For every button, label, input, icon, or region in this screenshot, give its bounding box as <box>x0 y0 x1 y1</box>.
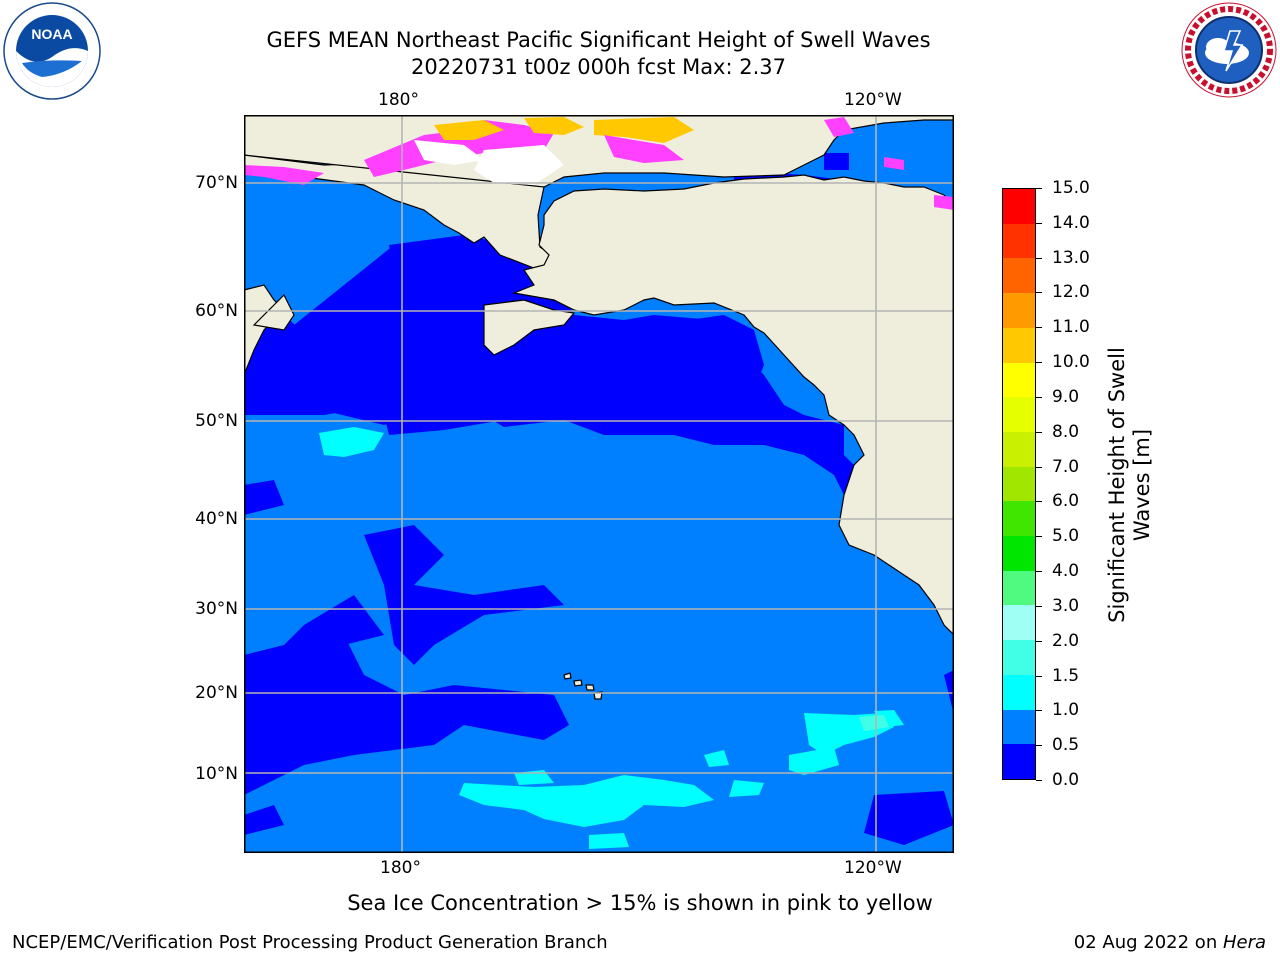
colorbar-tick-mark <box>1036 780 1042 781</box>
svg-text:NOAA: NOAA <box>31 26 72 42</box>
colorbar-tick-label: 1.0 <box>1052 700 1080 721</box>
sea-ice-note: Sea Ice Concentration > 15% is shown in … <box>347 891 933 915</box>
colorbar-tick-mark <box>1036 431 1042 433</box>
top-lon-label-180: 180° <box>378 90 419 110</box>
colorbar-tick-mark <box>1036 710 1042 712</box>
colorbar-tick-mark <box>1036 640 1042 642</box>
colorbar-tick-label: 5.0 <box>1052 526 1080 547</box>
colorbar-tick-label: 3.0 <box>1052 595 1080 616</box>
colorbar-segment <box>1003 223 1035 259</box>
lat-label-50n: 50°N <box>195 411 238 431</box>
credit-text: NCEP/EMC/Verification Post Processing Pr… <box>12 932 608 953</box>
colorbar-tick-mark <box>1036 466 1042 468</box>
colorbar-segment <box>1003 674 1035 710</box>
colorbar-segment <box>1003 501 1035 537</box>
colorbar-title-line2: Waves [m] <box>1130 428 1154 542</box>
swell-0.0-0.5-regions <box>244 150 954 845</box>
colorbar-tick-mark <box>1036 188 1042 189</box>
colorbar-tick-label: 10.0 <box>1052 352 1090 373</box>
colorbar-segment <box>1003 293 1035 328</box>
colorbar-segment <box>1003 431 1035 467</box>
colorbar-tick-label: 2.0 <box>1052 630 1080 651</box>
lat-label-10n: 10°N <box>195 764 238 784</box>
date-prefix: 02 Aug 2022 on <box>1073 932 1223 953</box>
colorbar-tick-label: 12.0 <box>1052 282 1090 303</box>
colorbar-segment <box>1003 605 1035 641</box>
colorbar-tick-label: 11.0 <box>1052 317 1090 338</box>
sea-ice <box>244 117 954 210</box>
map-title: GEFS MEAN Northeast Pacific Significant … <box>266 28 931 52</box>
colorbar-segment <box>1003 327 1035 363</box>
bottom-lon-label-180: 180° <box>380 858 421 878</box>
colorbar-tick-label: 1.5 <box>1052 665 1080 686</box>
colorbar-tick-mark <box>1036 396 1042 398</box>
colorbar-segment <box>1003 640 1035 675</box>
colorbar-tick-mark <box>1036 222 1042 224</box>
lat-label-20n: 20°N <box>195 683 238 703</box>
colorbar-tick-label: 8.0 <box>1052 421 1080 442</box>
colorbar-tick-label: 13.0 <box>1052 247 1090 268</box>
colorbar-tick-label: 15.0 <box>1052 178 1090 198</box>
colorbar-segment <box>1003 709 1035 745</box>
colorbar-tick-label: 14.0 <box>1052 212 1090 233</box>
colorbar-tick-label: 4.0 <box>1052 561 1080 582</box>
colorbar-segment <box>1003 466 1035 502</box>
swell-1.5-2.0-regions <box>859 715 889 731</box>
colorbar-segment <box>1003 536 1035 571</box>
lat-label-30n: 30°N <box>195 599 238 619</box>
top-lon-label-120w: 120°W <box>844 90 902 110</box>
colorbar-tick-mark <box>1036 675 1042 677</box>
colorbar-title-line1: Significant Height of Swell <box>1105 347 1129 623</box>
colorbar-tick-label: 6.0 <box>1052 491 1080 512</box>
lat-label-70n: 70°N <box>195 173 238 193</box>
colorbar-tick-mark <box>1036 536 1042 538</box>
lat-label-40n: 40°N <box>195 509 238 529</box>
colorbar-tick-mark <box>1036 501 1042 503</box>
colorbar-tick-mark <box>1036 605 1042 607</box>
colorbar-segment <box>1003 397 1035 432</box>
colorbar-tick-label: 9.0 <box>1052 386 1080 407</box>
colorbar-tick-mark <box>1036 292 1042 294</box>
colorbar-segment <box>1003 362 1035 398</box>
colorbar-segment <box>1003 744 1035 779</box>
noaa-logo: NOAA <box>2 1 102 101</box>
swell-height-map <box>244 115 954 853</box>
colorbar-tick-label: 0.0 <box>1052 770 1080 790</box>
colorbar-tick-label: 7.0 <box>1052 456 1080 477</box>
colorbar <box>1002 188 1036 780</box>
colorbar-tick-mark <box>1036 745 1042 747</box>
colorbar-tick-mark <box>1036 571 1042 573</box>
map-subtitle: 20220731 t00z 000h fcst Max: 2.37 <box>411 55 786 79</box>
machine-name: Hera <box>1222 932 1266 953</box>
graticule <box>244 115 954 853</box>
colorbar-tick-mark <box>1036 327 1042 329</box>
colorbar-segment <box>1003 570 1035 606</box>
colorbar-segment <box>1003 258 1035 294</box>
colorbar-tick-mark <box>1036 257 1042 259</box>
swell-1.0-1.5-regions <box>319 427 904 849</box>
date-text: 02 Aug 2022 on Hera <box>1074 932 1266 953</box>
nws-logo <box>1180 1 1278 99</box>
lat-label-60n: 60°N <box>195 301 238 321</box>
bottom-lon-label-120w: 120°W <box>844 858 902 878</box>
colorbar-title: Significant Height of Swell Waves [m] <box>1105 325 1155 645</box>
colorbar-tick-label: 0.5 <box>1052 735 1080 756</box>
colorbar-segment <box>1003 189 1035 224</box>
colorbar-tick-mark <box>1036 362 1042 364</box>
